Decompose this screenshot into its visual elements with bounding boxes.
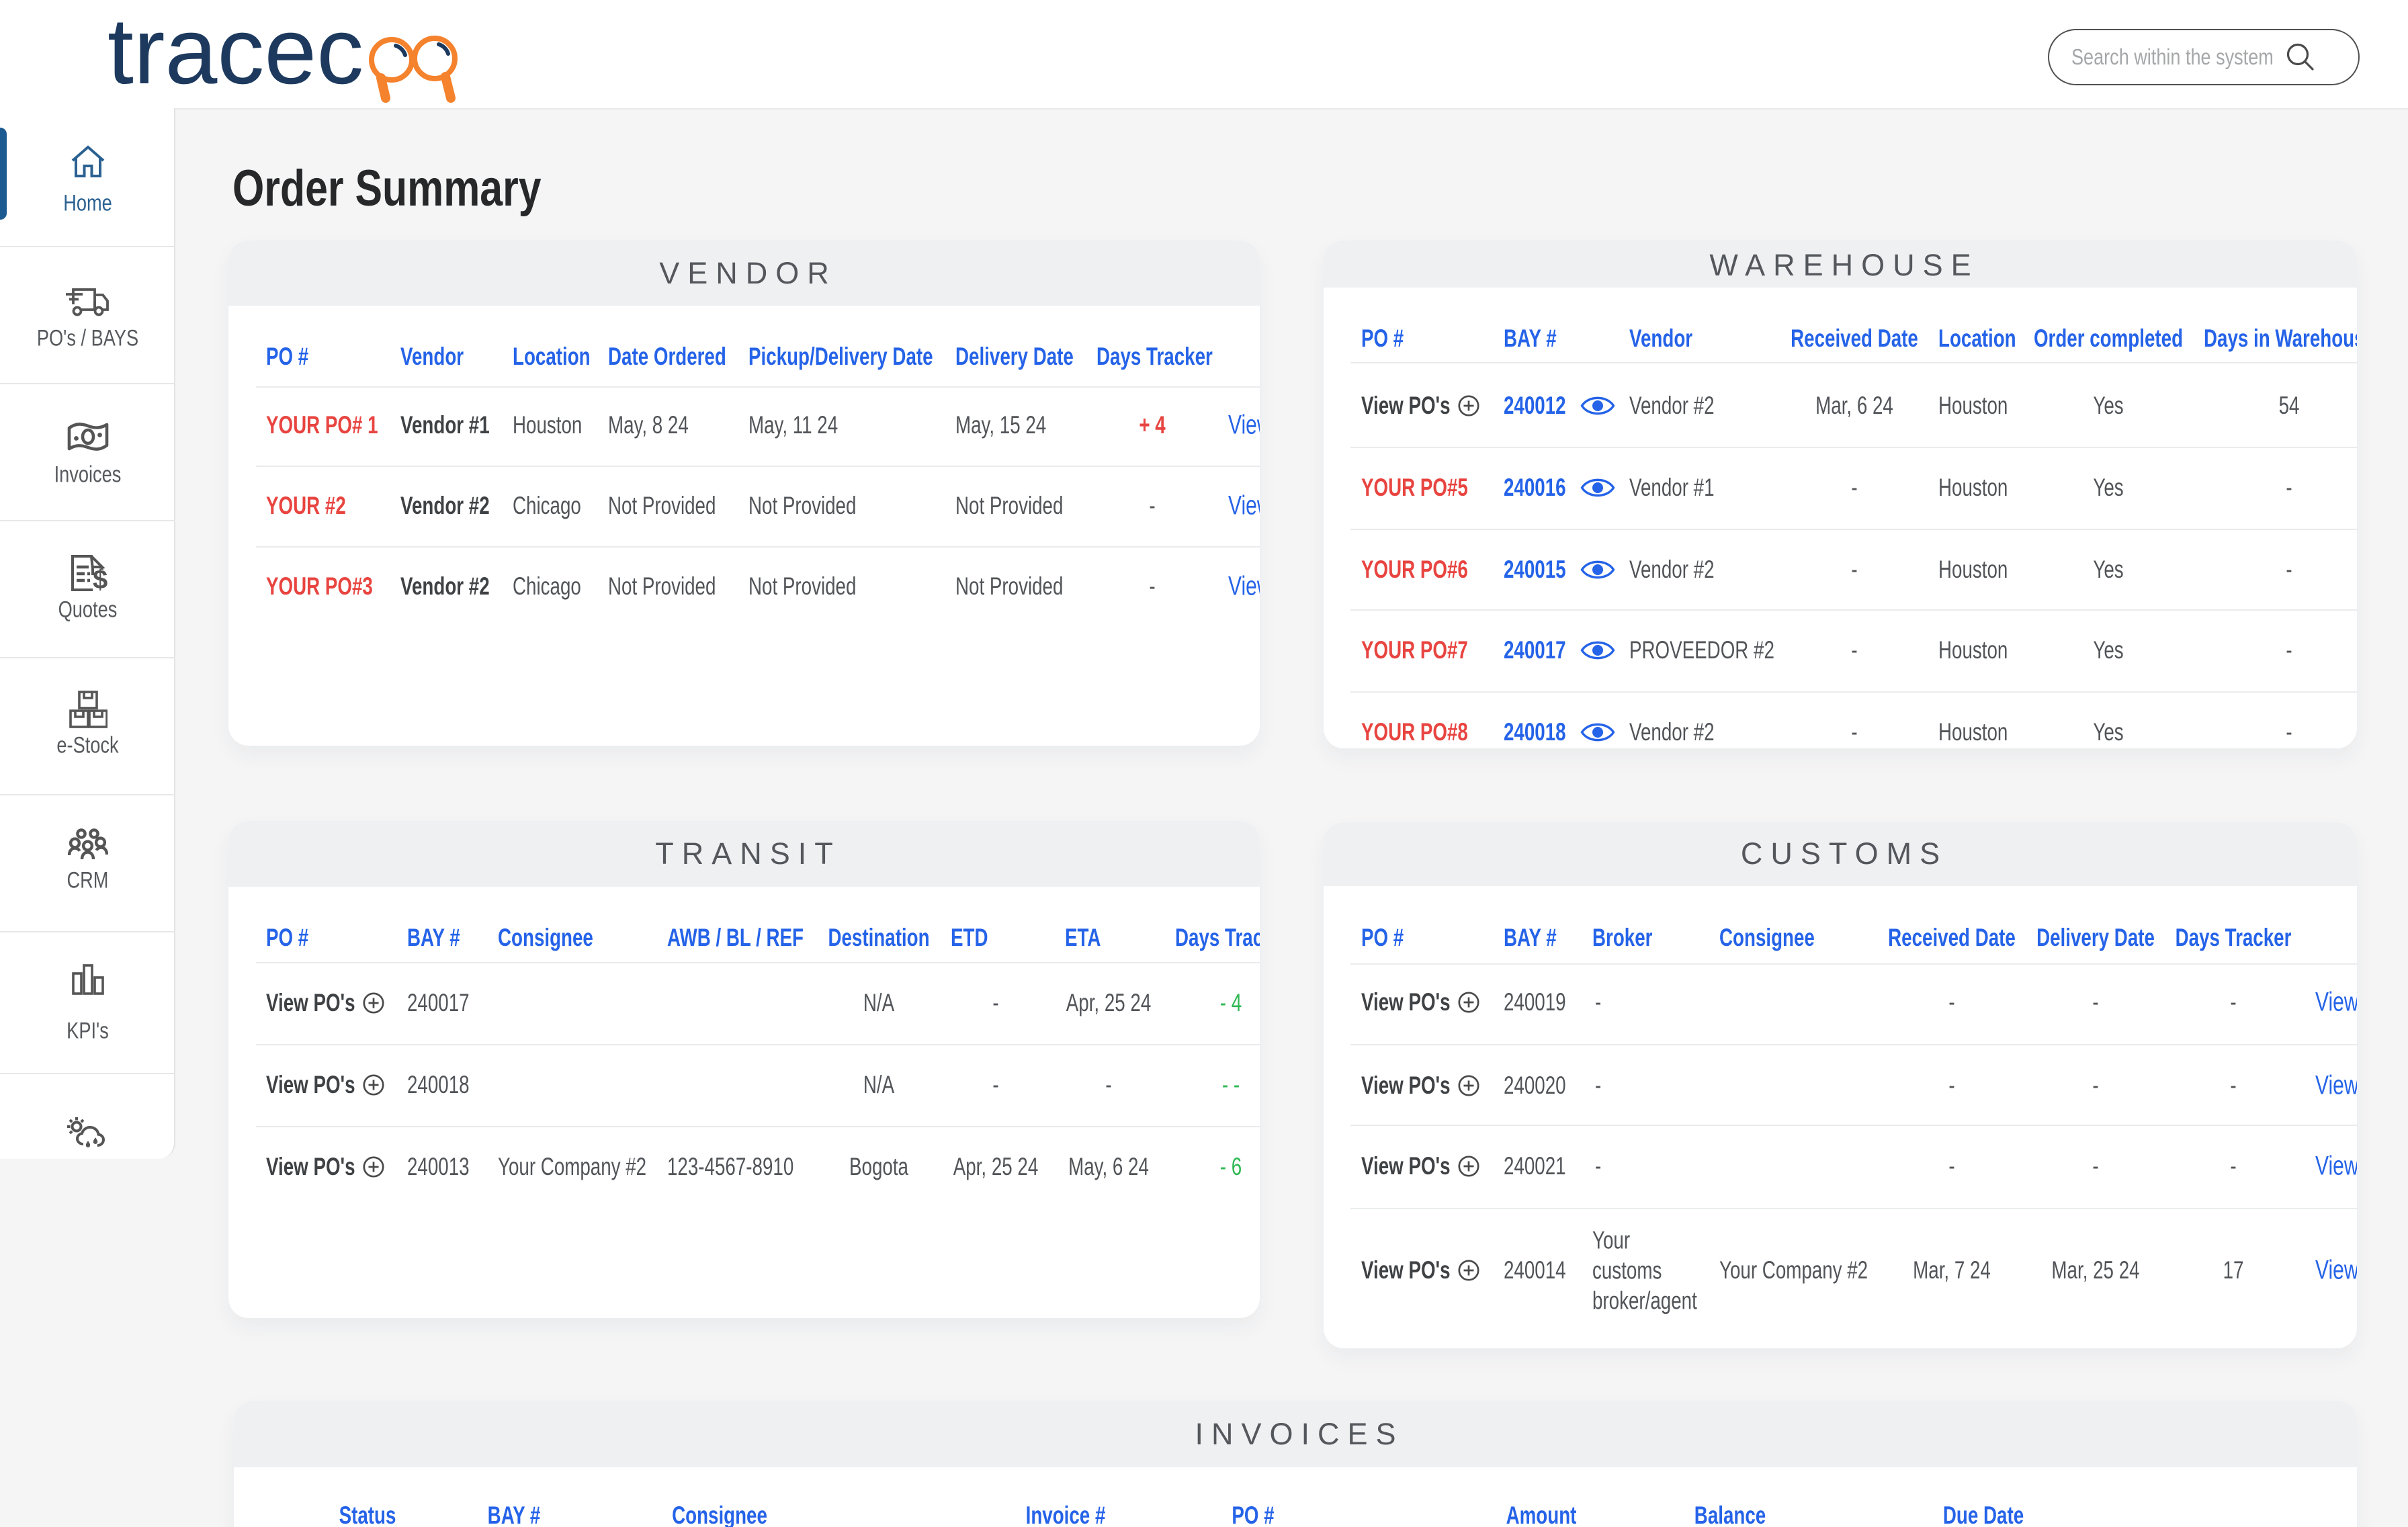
svg-text:$: $	[93, 565, 108, 595]
